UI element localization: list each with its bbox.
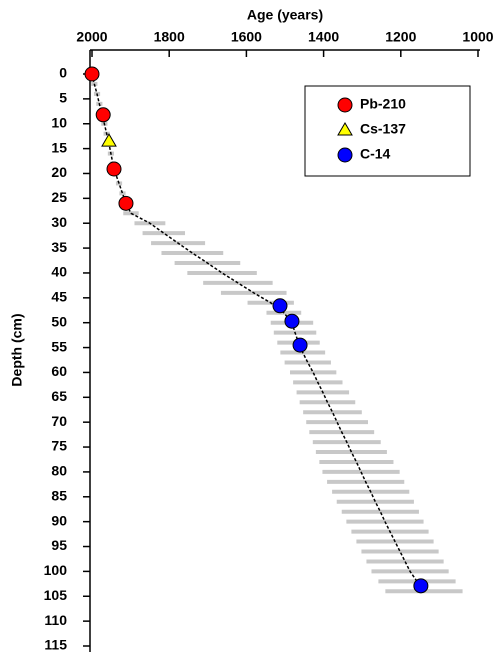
x-tick-label: 1000 xyxy=(462,29,493,45)
point xyxy=(95,107,111,123)
y-tick-label: 85 xyxy=(51,487,67,503)
x-axis-title: Age (years) xyxy=(247,7,323,23)
y-tick-label: 0 xyxy=(59,65,67,81)
x-tick-label: 1400 xyxy=(308,29,339,45)
y-tick-label: 90 xyxy=(51,512,67,528)
legend-marker xyxy=(337,97,353,113)
x-tick-label: 1800 xyxy=(154,29,185,45)
y-tick-label: 30 xyxy=(51,214,67,230)
y-tick-label: 10 xyxy=(51,114,67,130)
y-tick-label: 105 xyxy=(44,587,68,603)
point xyxy=(413,578,429,594)
y-tick-label: 25 xyxy=(51,189,67,205)
point xyxy=(101,133,117,147)
point xyxy=(272,298,288,314)
legend-box xyxy=(304,85,471,177)
y-tick-label: 65 xyxy=(51,388,67,404)
point xyxy=(292,337,308,353)
y-tick-label: 40 xyxy=(51,264,67,280)
y-tick-label: 20 xyxy=(51,164,67,180)
point xyxy=(118,195,134,211)
legend-label: Pb-210 xyxy=(360,96,406,112)
x-tick-label: 2000 xyxy=(76,29,107,45)
y-axis-title: Depth (cm) xyxy=(9,313,25,386)
y-tick-label: 80 xyxy=(51,463,67,479)
y-tick-label: 100 xyxy=(44,562,68,578)
y-tick-label: 60 xyxy=(51,363,67,379)
x-tick-label: 1600 xyxy=(231,29,262,45)
y-tick-label: 70 xyxy=(51,413,67,429)
y-tick-label: 110 xyxy=(44,612,67,628)
age-model-line xyxy=(91,73,425,592)
x-tick-label: 1200 xyxy=(385,29,416,45)
legend-label: C-14 xyxy=(360,146,391,162)
y-tick-label: 75 xyxy=(51,438,67,454)
point xyxy=(284,313,300,329)
y-tick-label: 115 xyxy=(44,637,67,653)
y-tick-label: 45 xyxy=(51,289,67,305)
legend-label: Cs-137 xyxy=(360,121,406,137)
legend-marker xyxy=(337,122,353,136)
y-tick-label: 50 xyxy=(51,313,67,329)
y-tick-label: 5 xyxy=(59,90,67,106)
point xyxy=(84,66,100,82)
legend-marker xyxy=(337,147,353,163)
y-tick-label: 35 xyxy=(51,239,67,255)
y-tick-label: 95 xyxy=(51,537,67,553)
y-tick-label: 55 xyxy=(51,338,67,354)
y-tick-label: 15 xyxy=(51,139,67,155)
point xyxy=(106,161,122,177)
